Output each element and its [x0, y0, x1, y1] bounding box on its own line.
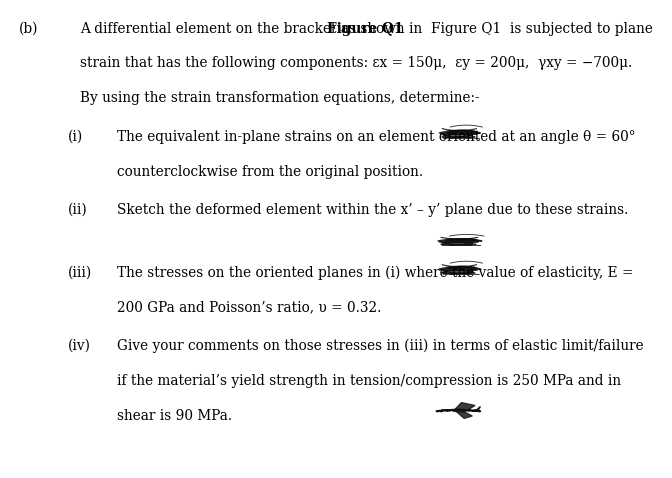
- Text: (ii): (ii): [68, 203, 87, 217]
- Polygon shape: [454, 402, 475, 412]
- Text: Give your comments on those stresses in (iii) in terms of elastic limit/failure: Give your comments on those stresses in …: [117, 339, 643, 353]
- Text: The equivalent in-plane strains on an element oriented at an angle θ = 60°: The equivalent in-plane strains on an el…: [117, 130, 635, 144]
- Text: Figure Q1: Figure Q1: [327, 22, 403, 35]
- Text: 200 GPa and Poisson’s ratio, υ = 0.32.: 200 GPa and Poisson’s ratio, υ = 0.32.: [117, 301, 381, 315]
- Text: By using the strain transformation equations, determine:-: By using the strain transformation equat…: [81, 91, 480, 105]
- Text: (i): (i): [68, 130, 83, 144]
- Polygon shape: [456, 410, 472, 418]
- Text: counterclockwise from the original position.: counterclockwise from the original posit…: [117, 164, 423, 179]
- Polygon shape: [475, 406, 480, 411]
- Text: Sketch the deformed element within the x’ – y’ plane due to these strains.: Sketch the deformed element within the x…: [117, 203, 628, 217]
- Text: if the material’s yield strength in tension/compression is 250 MPa and in: if the material’s yield strength in tens…: [117, 374, 621, 388]
- Text: The stresses on the oriented planes in (i) where the value of elasticity, E =: The stresses on the oriented planes in (…: [117, 266, 633, 280]
- Text: (iii): (iii): [68, 266, 92, 280]
- Text: (iv): (iv): [68, 339, 91, 353]
- Text: strain that has the following components: εx = 150μ,  εy = 200μ,  γxy = −700μ.: strain that has the following components…: [81, 56, 632, 70]
- Text: (b): (b): [19, 22, 38, 35]
- Text: A differential element on the bracket as shown in  Figure Q1  is subjected to pl: A differential element on the bracket as…: [81, 22, 653, 35]
- Text: shear is 90 MPa.: shear is 90 MPa.: [117, 409, 232, 423]
